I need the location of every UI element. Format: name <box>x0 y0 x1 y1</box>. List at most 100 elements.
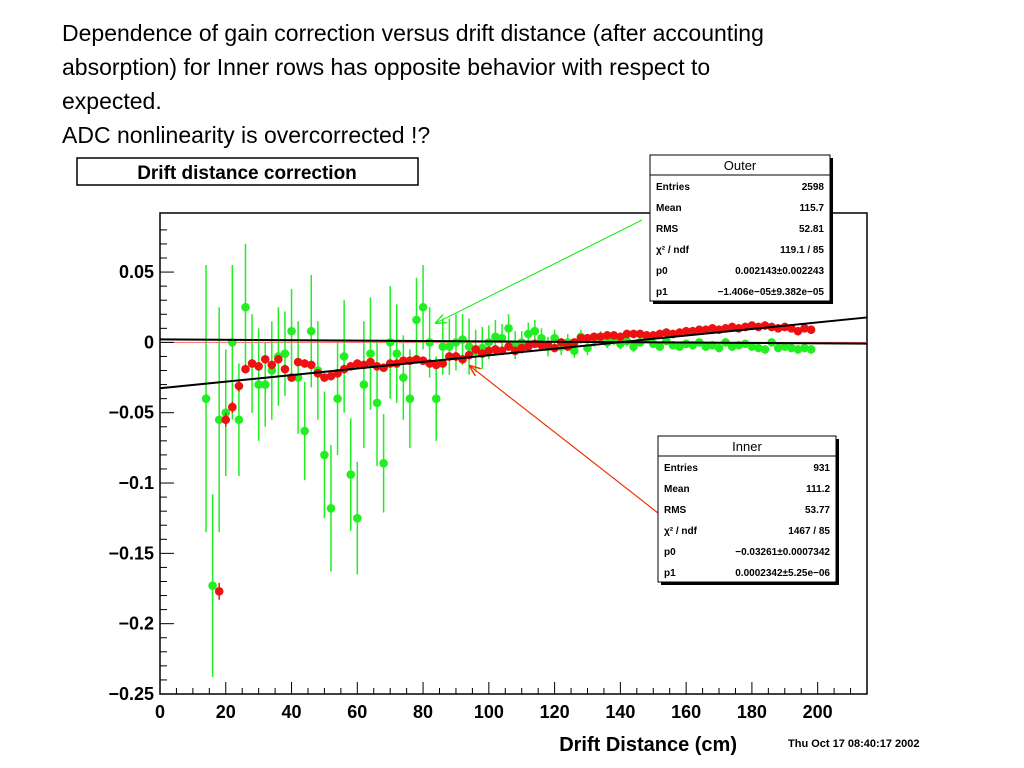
x-tick-label: 120 <box>540 702 570 722</box>
inner-data-point <box>438 359 448 368</box>
outer-data-point <box>260 380 270 389</box>
stats-row-label: p1 <box>656 287 668 298</box>
x-tick-label: 140 <box>605 702 635 722</box>
inner-data-point <box>471 345 480 354</box>
outer-data-point <box>425 338 434 347</box>
outer-data-point <box>458 335 467 344</box>
inner-data-point <box>596 332 605 342</box>
inner-data-point <box>576 333 586 343</box>
inner-data-point <box>635 329 645 339</box>
outer-data-point <box>241 302 250 312</box>
inner-callout-arrow <box>470 366 659 514</box>
y-tick-label: −0.15 <box>108 543 154 563</box>
stats-box-frame <box>657 435 837 583</box>
outer-data-point <box>570 346 579 356</box>
timestamp: Thu Oct 17 08:40:17 2002 <box>788 738 920 750</box>
y-tick-label: −0.1 <box>118 473 154 493</box>
x-tick-label: 180 <box>737 702 767 722</box>
stats-row-label: p0 <box>664 547 676 558</box>
inner-data-point <box>484 346 494 356</box>
x-tick-label: 100 <box>474 702 504 722</box>
outer-data-point <box>629 342 638 351</box>
outer-data-point <box>306 326 316 336</box>
outer-data-point <box>208 581 217 591</box>
x-tick-label: 0 <box>155 702 165 722</box>
inner-series <box>214 321 816 600</box>
outer-data-point <box>550 333 559 343</box>
outer-data-point <box>280 349 290 358</box>
y-tick-label: −0.05 <box>108 403 154 423</box>
outer-data-point <box>412 315 421 325</box>
stats-row-label: χ² / ndf <box>664 526 698 537</box>
stats-row-value: 111.2 <box>806 484 830 495</box>
outer-data-point <box>339 352 349 361</box>
x-tick-label: 80 <box>413 702 433 722</box>
outer-data-point <box>675 342 684 351</box>
stats-row-label: RMS <box>656 224 679 235</box>
inner-data-point <box>274 354 283 364</box>
inner-data-point <box>247 359 257 368</box>
inner-data-point <box>366 357 375 367</box>
inner-data-point <box>523 342 533 351</box>
inner-data-point <box>300 359 309 368</box>
inner-data-point <box>701 325 711 335</box>
stats-row-value: 2598 <box>802 182 825 193</box>
outer-data-point <box>431 394 441 403</box>
outer-data-point <box>523 329 533 339</box>
stats-row-value: 931 <box>813 463 830 474</box>
inner-data-point <box>214 587 224 596</box>
inner-data-point <box>727 322 737 332</box>
outer-data-point <box>438 342 448 351</box>
stats-row-value: 115.7 <box>800 203 825 214</box>
inner-data-point <box>622 329 632 339</box>
stats-row-label: Entries <box>656 182 690 193</box>
outer-data-point <box>754 343 763 353</box>
stats-row-label: p1 <box>664 568 676 579</box>
y-tick-label: 0.05 <box>119 262 154 282</box>
slide-text: Dependence of gain correction versus dri… <box>62 16 962 152</box>
outer-data-point <box>464 342 474 351</box>
stats-row-value: 53.77 <box>805 505 830 516</box>
x-tick-label: 20 <box>216 702 236 722</box>
outer-data-point <box>405 394 415 403</box>
inner-data-point <box>326 371 336 381</box>
inner-data-point <box>642 331 651 340</box>
inner-data-point <box>793 326 803 336</box>
inner-data-point <box>431 360 441 370</box>
inner-data-point <box>267 360 277 370</box>
outer-data-point <box>701 342 711 351</box>
inner-data-point <box>616 332 625 342</box>
outer-data-point <box>300 426 309 436</box>
stats-box-outer: Outer Entries 2598 Mean 115.7 RMS 52.81 χ² / nd… <box>649 154 833 304</box>
inner-data-point <box>517 343 527 353</box>
y-tick-label: −0.2 <box>118 614 154 634</box>
axis-ticks: 0 20 40 60 80 100 120 140 160 180 200 0.05 0 −0.05 −0.… <box>108 229 868 722</box>
outer-data-point <box>320 450 329 460</box>
stats-box-title: Inner <box>732 439 762 454</box>
inner-data-point <box>221 415 231 425</box>
outer-data-point <box>392 349 402 358</box>
x-tick-label: 60 <box>347 702 367 722</box>
inner-data-point <box>280 364 290 374</box>
fit-lines <box>159 316 868 390</box>
inner-data-point <box>306 360 316 370</box>
y-tick-label: 0 <box>144 332 154 352</box>
inner-data-point <box>537 340 546 350</box>
stats-box-inner: Inner Entries 931 Mean 111.2 RMS 53.77 χ² / ndf… <box>657 435 839 585</box>
outer-data-point <box>359 380 369 389</box>
outer-data-point <box>760 345 770 354</box>
outer-data-point <box>399 373 408 382</box>
outer-data-point <box>773 343 783 353</box>
headline-line-4: ADC nonlinearity is overcorrected !? <box>62 122 431 148</box>
inner-data-point <box>241 364 250 374</box>
inner-data-point <box>694 325 704 335</box>
inner-fit-line <box>159 316 868 390</box>
outer-data-point <box>655 342 665 351</box>
inner-data-point <box>504 342 513 351</box>
x-axis-title: Drift Distance (cm) <box>559 734 737 756</box>
outer-fit-line <box>159 338 868 345</box>
inner-data-point <box>806 325 816 335</box>
outer-data-point <box>714 343 724 353</box>
inner-data-point <box>260 354 270 364</box>
